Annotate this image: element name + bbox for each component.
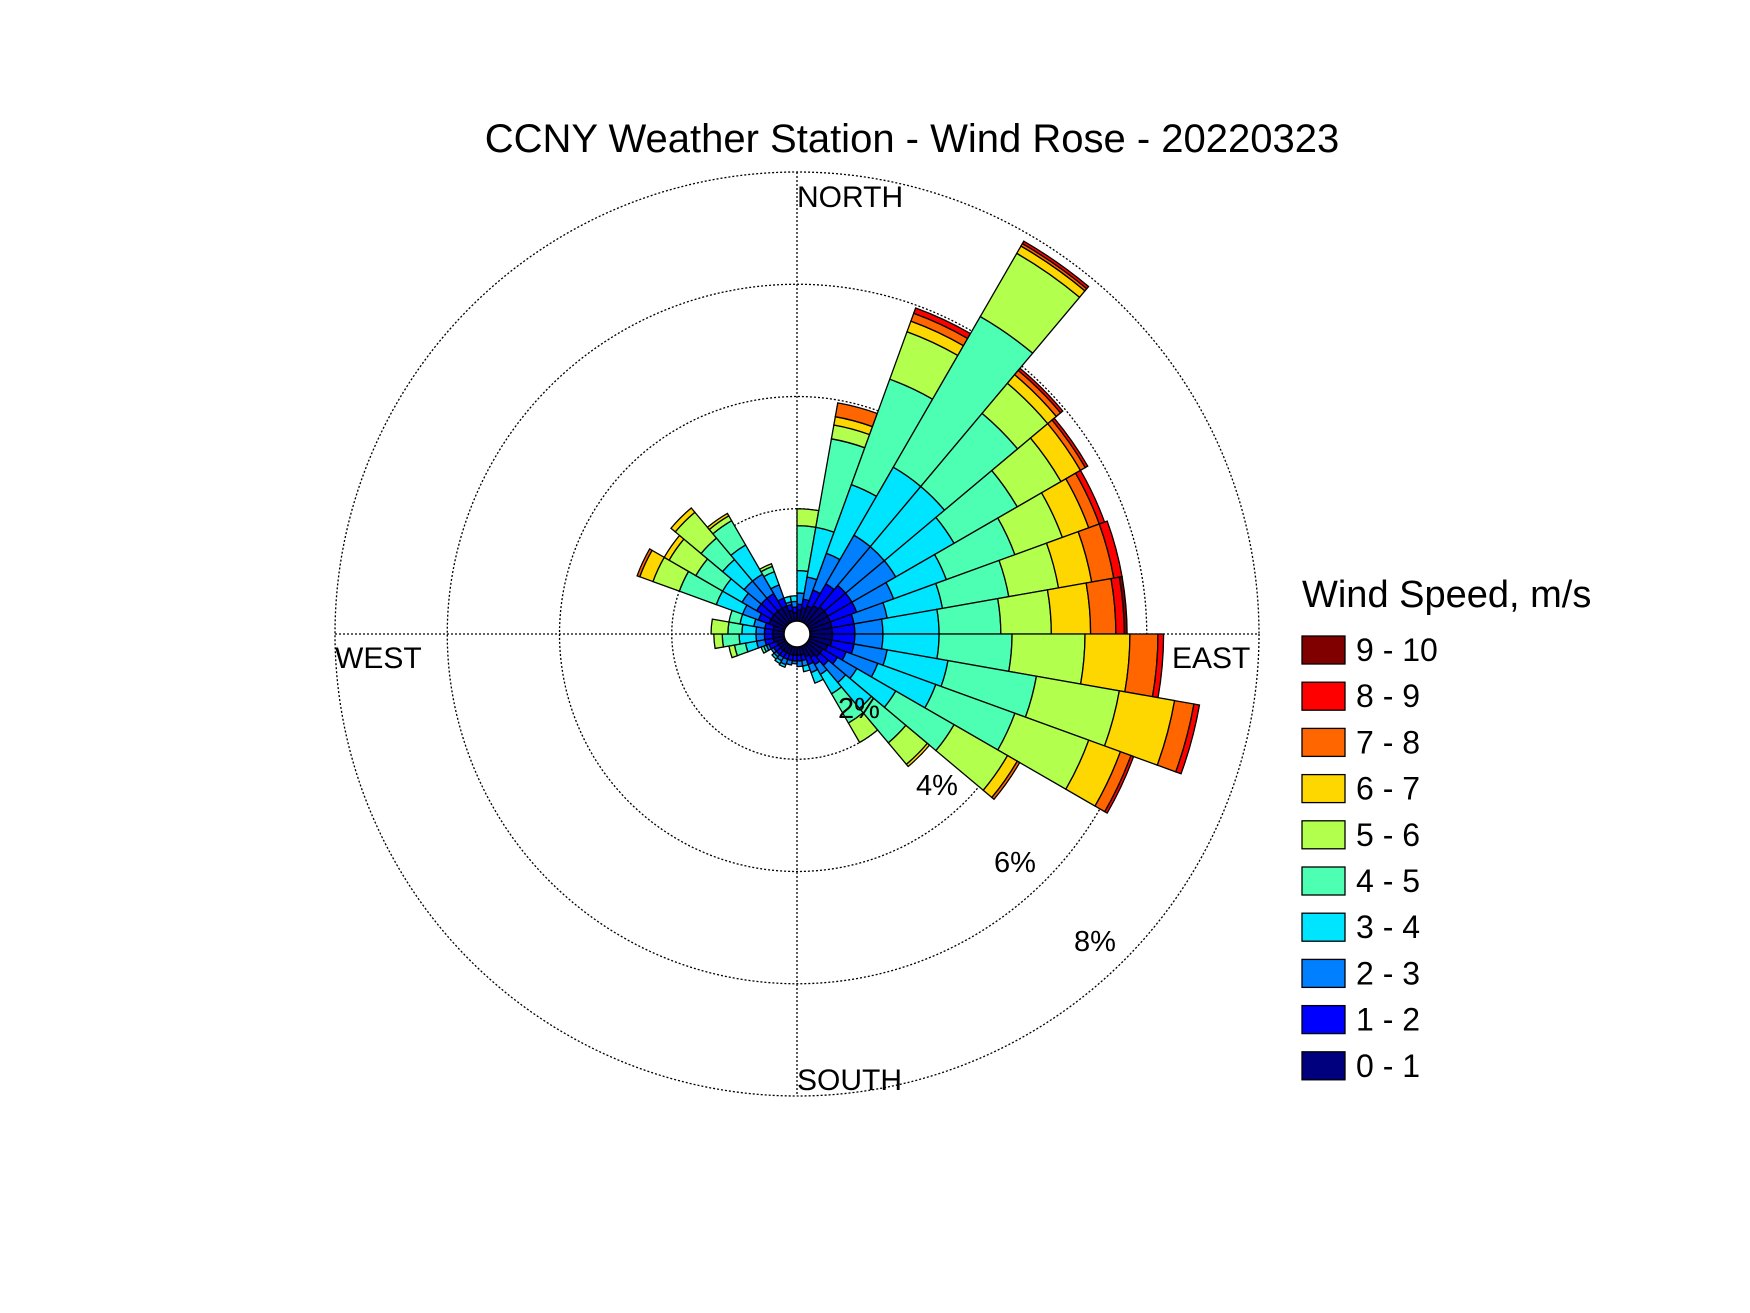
legend-swatch-1 xyxy=(1301,1004,1346,1035)
ring-label-2: 2% xyxy=(838,693,880,725)
sector-265-bin-2 xyxy=(755,633,766,642)
ring-label-6: 6% xyxy=(994,847,1036,879)
sector-225-bin-3 xyxy=(771,652,779,660)
sector-35-bin-8 xyxy=(1021,240,1090,290)
sector-265-bin-4 xyxy=(721,633,741,648)
legend-label-7: 7 - 8 xyxy=(1356,724,1420,760)
legend-title: Wind Speed, m/s xyxy=(1302,574,1591,616)
sector-55-bin-8 xyxy=(1051,417,1089,469)
legend-label-9: 9 - 10 xyxy=(1356,632,1438,668)
north-label: NORTH xyxy=(797,181,903,214)
east-label: EAST xyxy=(1172,642,1250,675)
legend-label-6: 6 - 7 xyxy=(1356,771,1420,807)
south-label: SOUTH xyxy=(797,1064,902,1097)
sector-145-bin-5 xyxy=(847,711,879,744)
sector-45-bin-8 xyxy=(1017,367,1064,414)
sector-125-bin-7 xyxy=(990,760,1021,801)
sector-95-bin-6 xyxy=(1079,633,1131,693)
sector-325-bin-6 xyxy=(706,512,730,531)
sector-95-bin-7 xyxy=(1124,633,1159,698)
legend-label-0: 0 - 1 xyxy=(1356,1048,1420,1084)
sector-165-bin-3 xyxy=(801,663,811,673)
legend-label-3: 3 - 4 xyxy=(1356,909,1420,945)
legend-swatch-2 xyxy=(1301,958,1346,989)
sector-175-bin-2 xyxy=(796,659,804,668)
center-hole xyxy=(783,620,811,648)
ring-label-4: 4% xyxy=(916,770,958,802)
legend: Wind Speed, m/s 9 - 10 8 - 9 7 - 8 6 - 7 5 -… xyxy=(1301,574,1591,1084)
sector-355-bin-3 xyxy=(789,595,798,603)
sector-105-bin-8 xyxy=(1174,703,1201,775)
sector-5-bin-5 xyxy=(796,508,820,528)
legend-swatch-8 xyxy=(1301,681,1346,711)
west-label: WEST xyxy=(335,642,422,675)
legend-swatch-5 xyxy=(1301,820,1346,850)
legend-label-4: 4 - 5 xyxy=(1356,863,1420,899)
sector-85-bin-7 xyxy=(1085,577,1117,635)
legend-swatch-4 xyxy=(1301,866,1346,896)
sector-205-bin-3 xyxy=(778,661,787,669)
legend-items: 9 - 10 8 - 9 7 - 8 6 - 7 5 - 6 4 - 5 3 - 4 2 - … xyxy=(1301,632,1438,1084)
ring-label-8: 8% xyxy=(1074,926,1116,958)
sector-265-bin-5 xyxy=(713,633,725,650)
sector-85-bin-6 xyxy=(1046,582,1092,635)
sector-315-bin-6 xyxy=(670,507,696,533)
legend-label-5: 5 - 6 xyxy=(1356,817,1420,853)
sector-335-bin-5 xyxy=(758,562,774,573)
legend-swatch-9 xyxy=(1301,635,1346,665)
sector-135-bin-6 xyxy=(905,742,931,768)
sector-295-bin-7 xyxy=(636,548,653,578)
legend-label-2: 2 - 3 xyxy=(1356,955,1420,991)
legend-swatch-7 xyxy=(1301,727,1346,758)
sector-265-bin-1 xyxy=(763,633,774,641)
legend-label-1: 1 - 2 xyxy=(1356,1002,1420,1038)
legend-swatch-6 xyxy=(1301,773,1346,804)
sector-115-bin-8 xyxy=(1103,754,1135,814)
legend-swatch-3 xyxy=(1301,912,1346,942)
chart-title: CCNY Weather Station - Wind Rose - 20220… xyxy=(485,117,1340,161)
wind-sectors xyxy=(636,240,1201,814)
sector-275-bin-5 xyxy=(710,618,730,635)
sector-155-bin-3 xyxy=(810,668,825,684)
legend-swatch-0 xyxy=(1301,1051,1346,1081)
legend-label-8: 8 - 9 xyxy=(1356,678,1420,714)
